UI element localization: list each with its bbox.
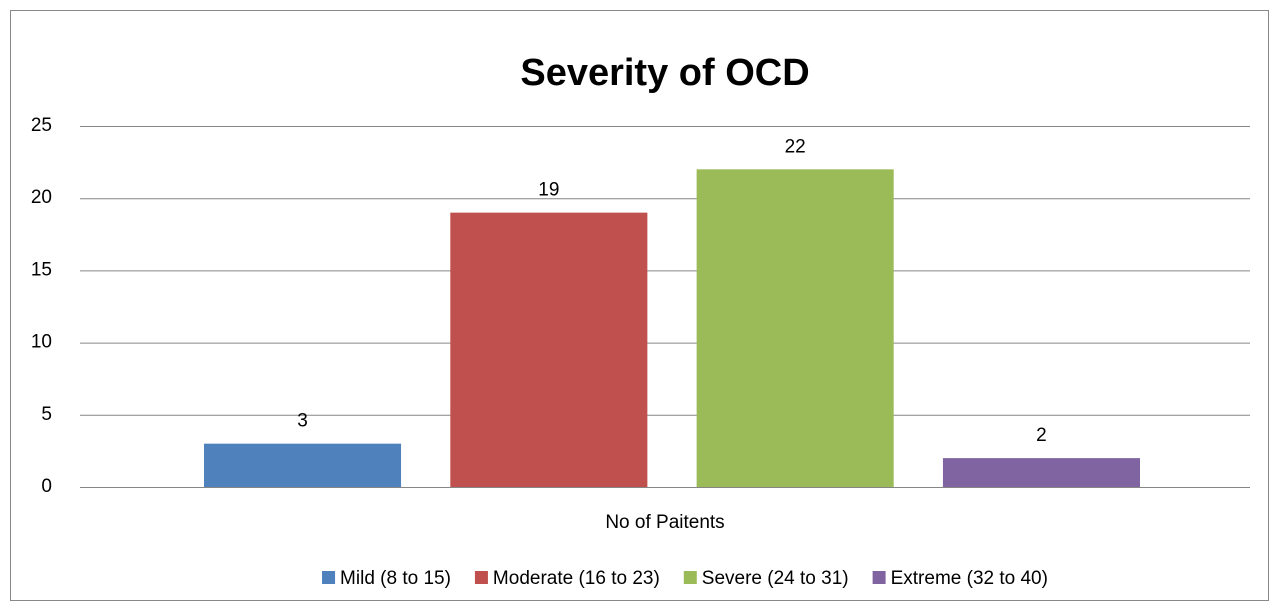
legend-swatch (872, 571, 886, 584)
data-label: 3 (297, 411, 308, 432)
legend-label: Severe (24 to 31) (702, 568, 849, 589)
bar (450, 212, 648, 487)
y-tick-label: 0 (41, 476, 52, 497)
chart-title: Severity of OCD (520, 52, 809, 94)
bar (942, 458, 1140, 487)
legend-label: Mild (8 to 15) (340, 568, 451, 589)
bar (204, 443, 402, 487)
legend-label: Moderate (16 to 23) (493, 568, 660, 589)
y-tick-label: 25 (31, 115, 52, 136)
data-label: 19 (538, 180, 559, 201)
y-tick-label: 10 (31, 332, 52, 353)
legend-swatch (683, 571, 697, 584)
data-label: 22 (785, 136, 806, 157)
y-tick-label: 5 (41, 404, 52, 425)
legend-swatch (474, 571, 488, 584)
bar (696, 169, 894, 487)
legend-label: Extreme (32 to 40) (891, 568, 1048, 589)
x-tick-label: No of Paitents (605, 512, 724, 533)
y-tick-label: 20 (31, 187, 52, 208)
legend-swatch (322, 571, 336, 584)
data-label: 2 (1036, 425, 1047, 446)
y-tick-label: 15 (31, 259, 52, 280)
